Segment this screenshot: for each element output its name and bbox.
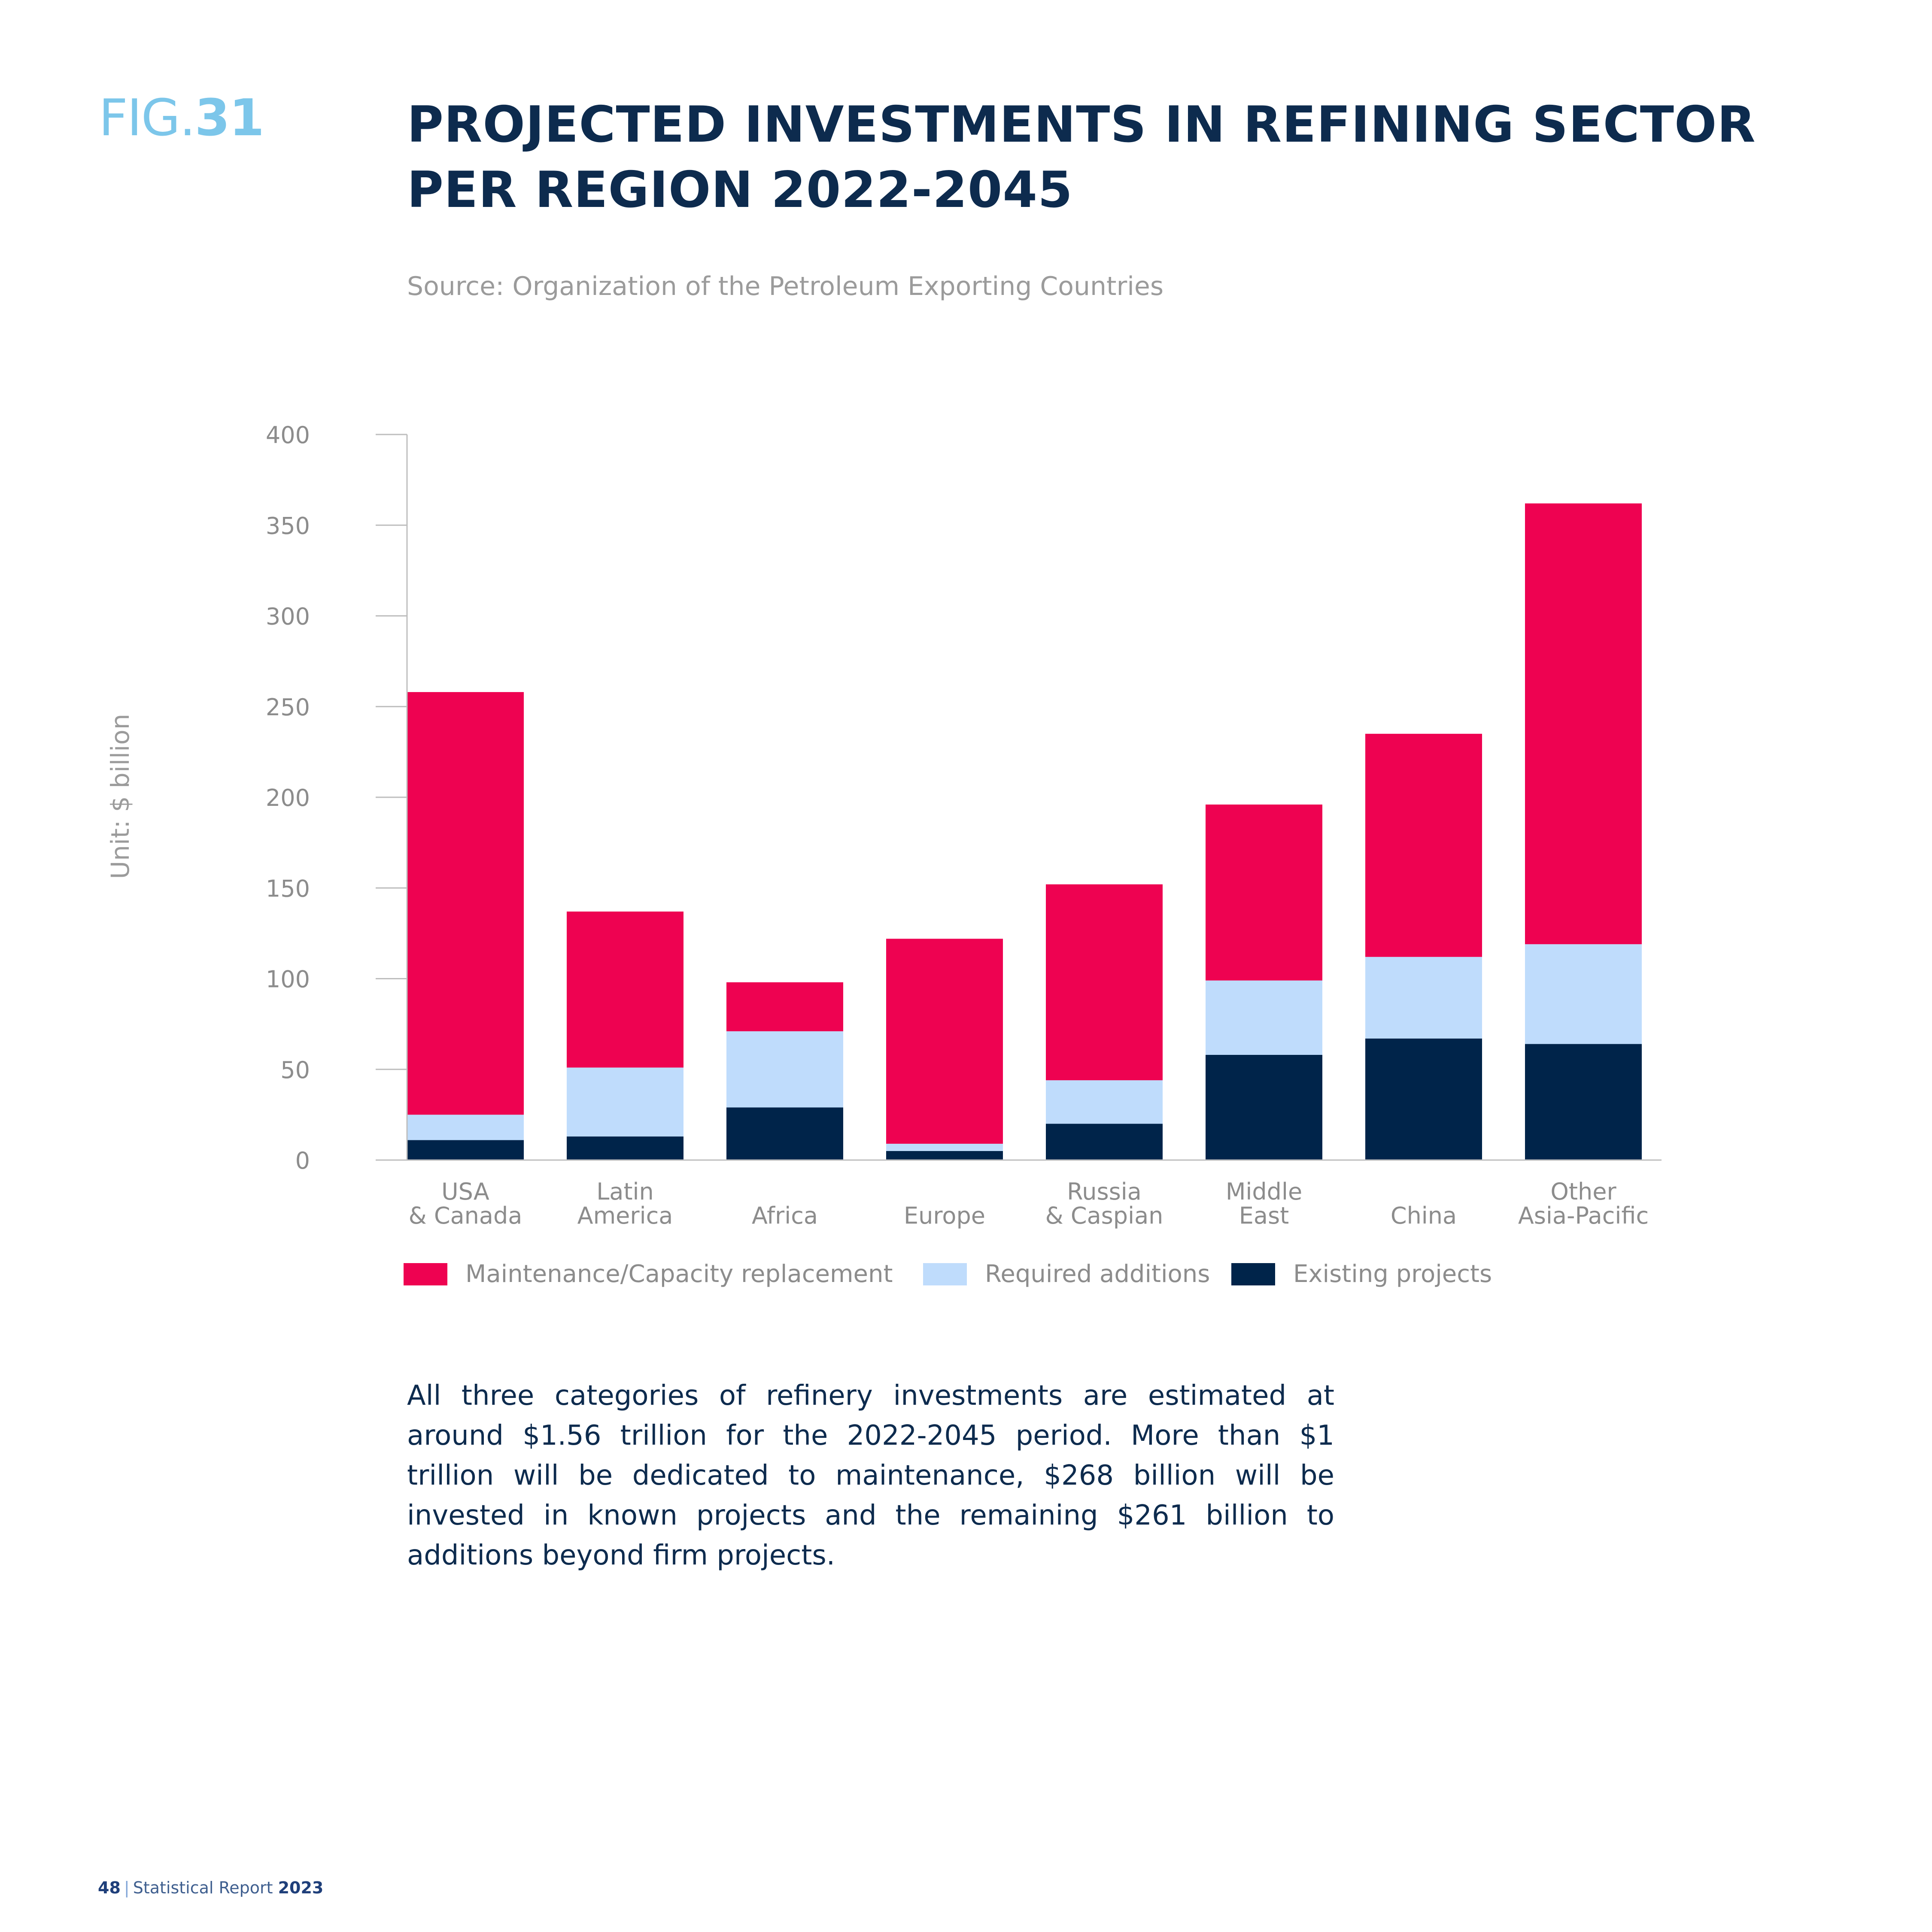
bar-segment-2-1 <box>726 1031 843 1108</box>
legend-label-existing: Existing projects <box>1293 1260 1492 1288</box>
bar-segment-2-0 <box>726 1107 843 1160</box>
page-footer: 48 | Statistical Report 2023 <box>98 1878 323 1897</box>
y-tick-label-1: 50 <box>280 1057 310 1084</box>
x-tick-label-1-0: Latin <box>596 1178 654 1205</box>
bar-segment-4-1 <box>1046 1080 1163 1124</box>
y-tick-label-4: 200 <box>266 784 310 811</box>
bar-segment-5-1 <box>1206 980 1322 1055</box>
bar-segment-0-2 <box>407 692 524 1115</box>
figure-label: FIG.31 <box>99 92 264 143</box>
legend: Maintenance/Capacity replacement Require… <box>0 1260 1932 1299</box>
bar-segment-6-2 <box>1365 734 1482 957</box>
bar-segment-5-0 <box>1206 1054 1322 1160</box>
axes-group: 0 50 100 150 200 250 300 350 400 USA& Canada Latin… <box>266 422 1662 1229</box>
bar-segment-7-0 <box>1525 1044 1642 1160</box>
bar-segment-6-0 <box>1365 1038 1482 1160</box>
bar-segment-3-1 <box>886 1143 1003 1151</box>
x-tick-label-3-0: Europe <box>904 1202 985 1229</box>
legend-label-required: Required additions <box>985 1260 1210 1288</box>
bar-segment-2-2 <box>726 982 843 1032</box>
bar-segment-0-0 <box>407 1140 524 1160</box>
legend-item-maintenance: Maintenance/Capacity replacement <box>404 1260 893 1288</box>
y-tick-label-5: 250 <box>266 694 310 721</box>
footer-report-name: Statistical Report <box>133 1878 273 1897</box>
bar-segment-1-0 <box>567 1136 683 1160</box>
legend-swatch-maintenance <box>404 1263 447 1285</box>
x-tick-label-7-1: Asia-Pacific <box>1518 1202 1649 1229</box>
legend-swatch-required <box>923 1263 967 1285</box>
y-tick-label-2: 100 <box>266 966 310 993</box>
x-tick-label-4-1: & Caspian <box>1045 1202 1163 1229</box>
bars-group <box>407 503 1642 1160</box>
x-tick-label-4-0: Russia <box>1067 1178 1142 1205</box>
body-paragraph: All three categories of refinery investm… <box>407 1380 1334 1571</box>
bar-segment-6-1 <box>1365 957 1482 1039</box>
legend-item-existing: Existing projects <box>1231 1260 1492 1288</box>
y-tick-label-6: 300 <box>266 603 310 630</box>
x-tick-label-7-0: Other <box>1550 1178 1616 1205</box>
y-tick-label-0: 0 <box>295 1147 310 1174</box>
x-tick-label-5-1: East <box>1239 1202 1289 1229</box>
bar-segment-3-0 <box>886 1151 1003 1160</box>
bar-segment-4-2 <box>1046 884 1163 1081</box>
legend-swatch-existing <box>1231 1263 1275 1285</box>
x-tick-label-1-1: America <box>577 1202 673 1229</box>
bar-segment-4-0 <box>1046 1124 1163 1160</box>
bar-segment-7-2 <box>1525 503 1642 945</box>
legend-item-required: Required additions <box>923 1260 1210 1288</box>
bar-segment-7-1 <box>1525 944 1642 1044</box>
bar-segment-5-2 <box>1206 804 1322 981</box>
figure-number: 31 <box>194 88 264 147</box>
x-tick-label-0-0: USA <box>441 1178 489 1205</box>
chart-title-line-2: PER REGION 2022-2045 <box>407 161 1073 219</box>
chart-title-line-1: PROJECTED INVESTMENTS IN REFINING SECTOR <box>407 96 1756 154</box>
chart-title: PROJECTED INVESTMENTS IN REFINING SECTOR… <box>407 92 1824 223</box>
footer-page-number: 48 <box>98 1878 121 1897</box>
figure-prefix: FIG. <box>99 88 196 147</box>
x-tick-label-0-1: & Canada <box>409 1202 522 1229</box>
y-tick-label-8: 400 <box>266 422 310 449</box>
bar-segment-0-1 <box>407 1115 524 1140</box>
y-tick-label-7: 350 <box>266 512 310 539</box>
footer-year: 2023 <box>278 1878 324 1897</box>
x-tick-label-6-0: China <box>1391 1202 1457 1229</box>
footer-separator: | <box>124 1878 130 1897</box>
stacked-bar-chart: 0 50 100 150 200 250 300 350 400 USA& Canada Latin… <box>266 422 1662 1229</box>
bar-segment-1-2 <box>567 911 683 1068</box>
legend-label-maintenance: Maintenance/Capacity replacement <box>465 1260 893 1288</box>
y-tick-label-3: 150 <box>266 875 310 902</box>
x-tick-label-2-0: Africa <box>752 1202 818 1229</box>
bar-segment-1-1 <box>567 1067 683 1137</box>
source-note: Source: Organization of the Petroleum Ex… <box>407 271 1164 301</box>
bar-segment-3-2 <box>886 939 1003 1144</box>
x-tick-label-5-0: Middle <box>1226 1178 1302 1205</box>
